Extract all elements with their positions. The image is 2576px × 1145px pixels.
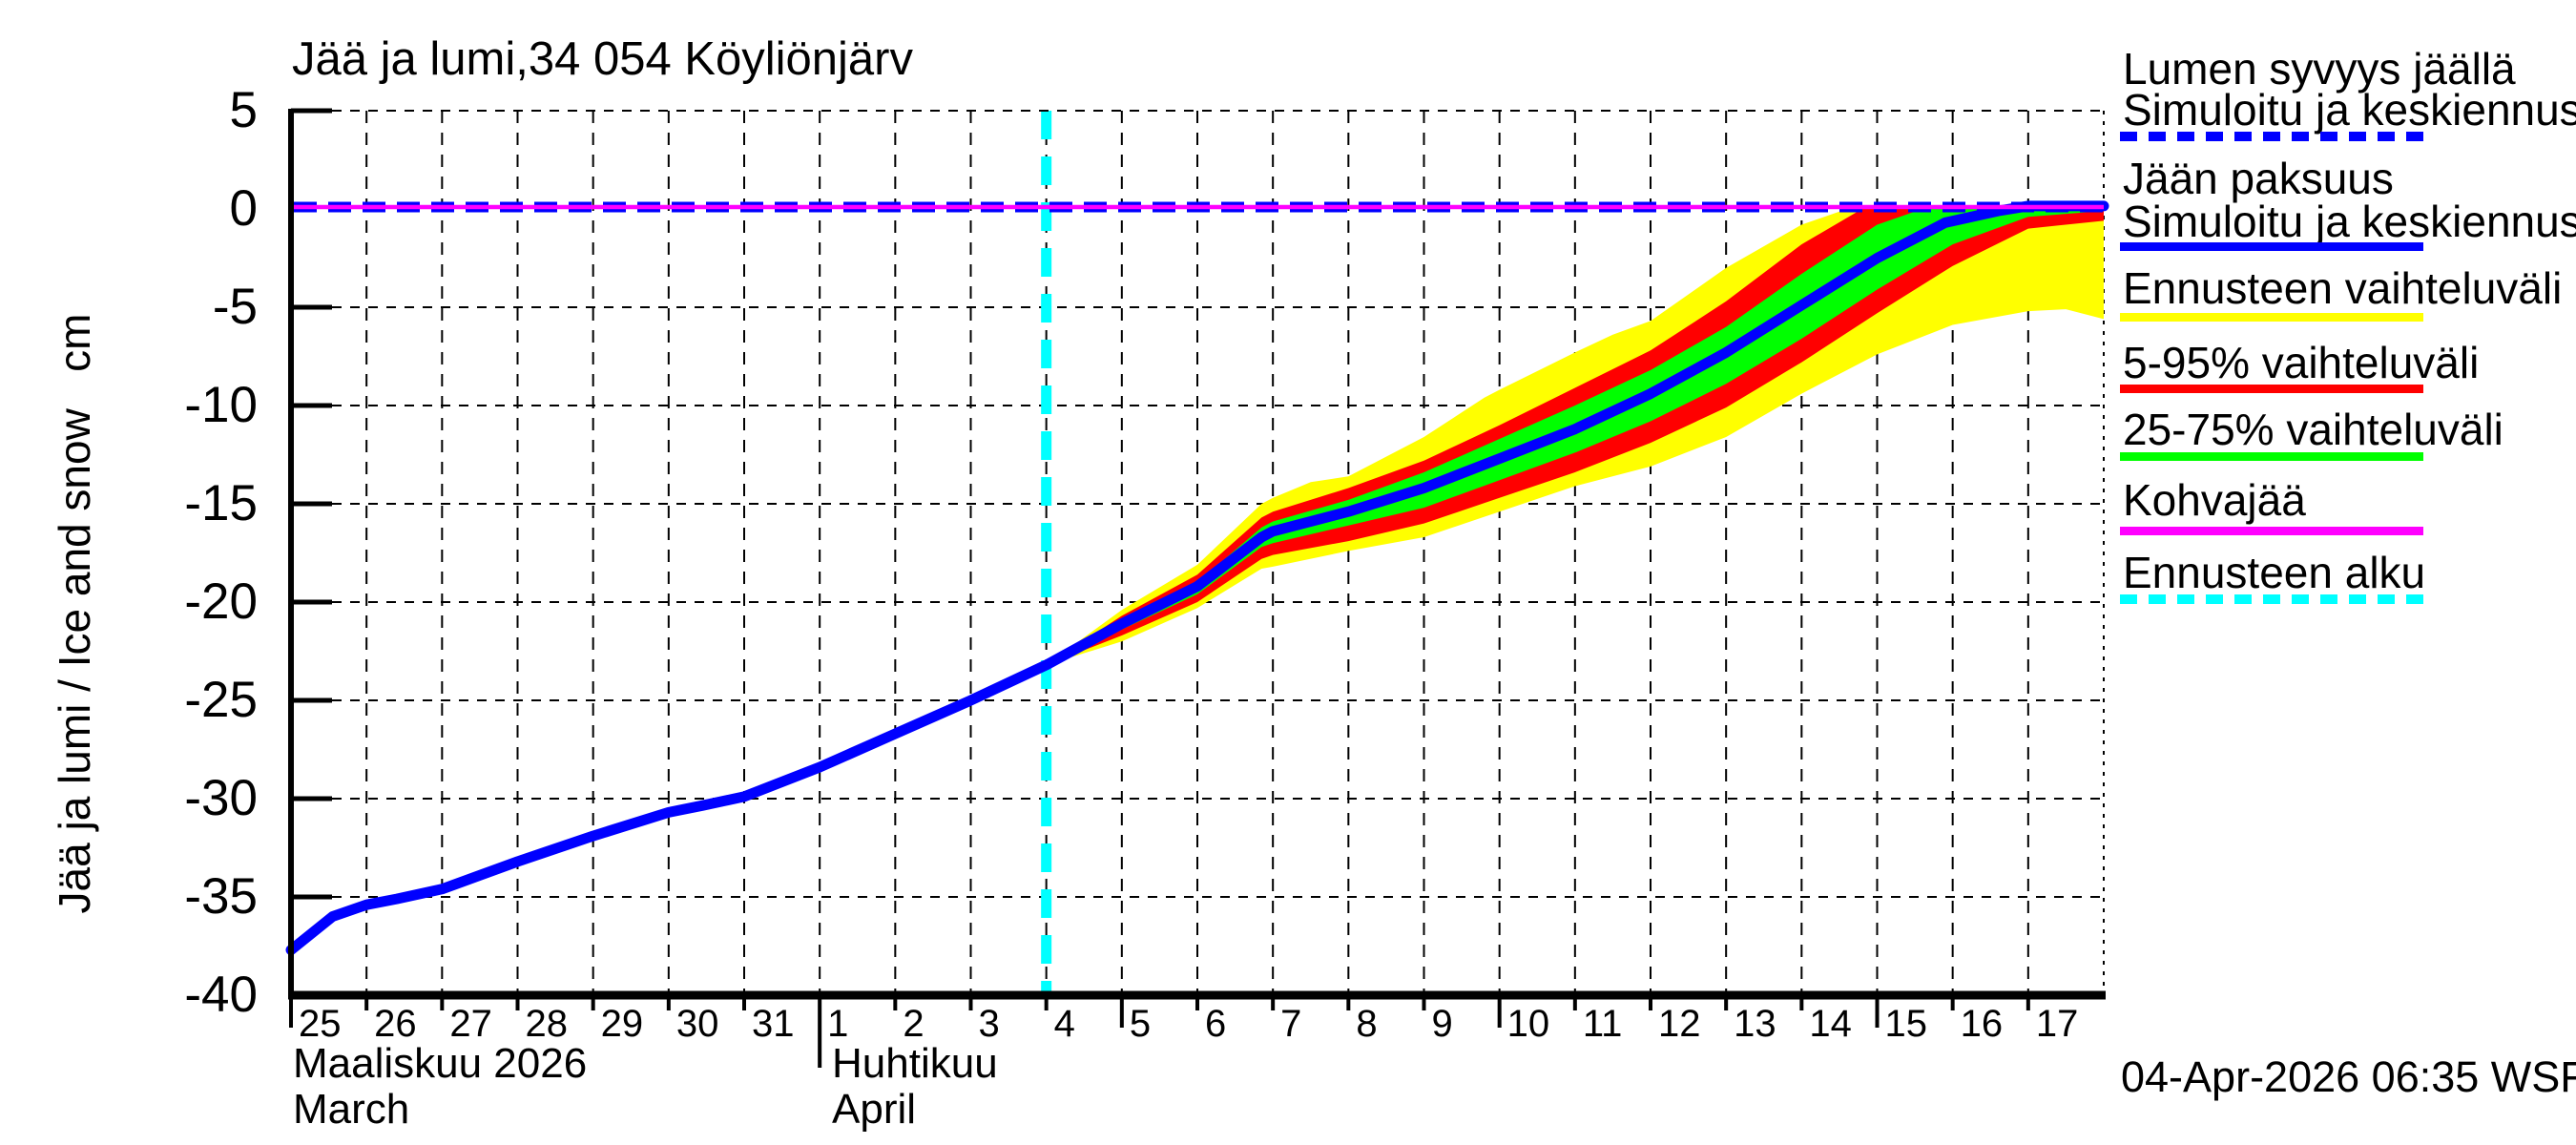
x-day-label: 29 — [600, 1003, 644, 1045]
legend-label: 5-95% vaihteluväli — [2123, 338, 2480, 387]
y-axis-label: Jää ja lumi / Ice and snow cm — [50, 313, 99, 914]
x-day-label: 26 — [374, 1003, 417, 1045]
month-label-en-april: April — [832, 1086, 917, 1133]
legend-label: 25-75% vaihteluväli — [2123, 405, 2503, 454]
timestamp-label: 04-Apr-2026 06:35 WSFS-P — [2121, 1052, 2576, 1101]
legend-label: Ennusteen alku — [2123, 548, 2426, 597]
y-tick-label: -15 — [184, 475, 258, 531]
legend-label: Simuloitu ja keskiennuste — [2123, 197, 2576, 246]
y-tick-label: -35 — [184, 868, 258, 925]
ice-thickness-line — [285, 200, 2109, 956]
band_25_75_vaihteluvali-band — [1046, 209, 2104, 665]
x-day-label: 14 — [1809, 1003, 1852, 1045]
x-day-label: 3 — [978, 1003, 1000, 1045]
legend-line-sample — [2120, 132, 2423, 141]
x-day-label: 6 — [1205, 1003, 1227, 1045]
month-label-fi-march: Maaliskuu 2026 — [293, 1040, 588, 1087]
x-day-label: 15 — [1884, 1003, 1928, 1045]
x-day-label: 11 — [1582, 1003, 1623, 1045]
y-tick-label: -20 — [184, 573, 258, 630]
legend-line-sample — [2120, 594, 2423, 604]
y-tick-label: -30 — [184, 770, 258, 826]
x-day-label: 2 — [903, 1003, 924, 1045]
legend-line-sample — [2120, 527, 2423, 535]
x-day-label: 27 — [449, 1003, 492, 1045]
legend-label: Kohvajää — [2123, 475, 2306, 525]
x-day-label: 16 — [1960, 1003, 2004, 1045]
x-day-label: 9 — [1431, 1003, 1453, 1045]
legend-line-sample — [2120, 313, 2423, 322]
x-day-label: 10 — [1506, 1003, 1550, 1045]
legend-label: Lumen syvyys jäällä — [2123, 44, 2516, 94]
month-label-en-march: March — [293, 1086, 410, 1133]
y-tick-label: -10 — [184, 377, 258, 433]
legend-line-sample — [2120, 385, 2423, 393]
x-day-label: 31 — [752, 1003, 795, 1045]
x-day-label: 8 — [1356, 1003, 1378, 1045]
legend-line-sample — [2120, 452, 2423, 461]
y-tick-label: -25 — [184, 672, 258, 728]
x-day-label: 17 — [2035, 1003, 2079, 1045]
x-day-label: 13 — [1734, 1003, 1776, 1045]
y-tick-label: 5 — [229, 82, 258, 138]
chart-title: Jää ja lumi,34 054 Köyliönjärv — [292, 33, 913, 85]
legend-label: Ennusteen vaihteluväli — [2123, 263, 2563, 313]
x-day-label: 1 — [827, 1003, 849, 1045]
x-day-label: 4 — [1053, 1003, 1075, 1045]
x-day-label: 12 — [1658, 1003, 1701, 1045]
month-label-fi-april: Huhtikuu — [832, 1040, 998, 1087]
legend-line-sample — [2120, 242, 2423, 251]
y-tick-label: -40 — [184, 967, 258, 1023]
x-day-label: 28 — [525, 1003, 569, 1045]
x-day-label: 30 — [675, 1003, 719, 1045]
legend-label: Simuloitu ja keskiennuste — [2123, 85, 2576, 135]
legend-label: Jään paksuus — [2123, 154, 2394, 203]
legend: Lumen syvyys jäällä Simuloitu ja keskienn… — [2120, 0, 2576, 668]
y-tick-label: 0 — [229, 180, 258, 237]
x-day-label: 25 — [299, 1003, 342, 1045]
y-tick-label: -5 — [212, 279, 258, 335]
x-day-label: 5 — [1129, 1003, 1152, 1045]
x-day-label: 7 — [1280, 1003, 1302, 1045]
